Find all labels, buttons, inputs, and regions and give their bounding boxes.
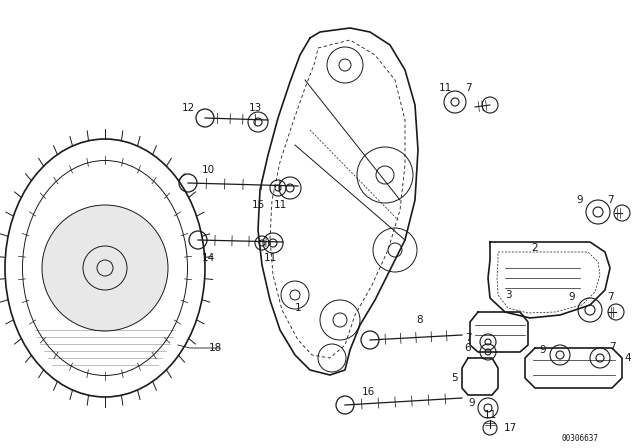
Text: 11: 11 bbox=[264, 253, 276, 263]
Text: 18: 18 bbox=[209, 343, 221, 353]
Text: 00306637: 00306637 bbox=[561, 434, 598, 443]
Text: 7: 7 bbox=[465, 333, 471, 343]
Text: 17: 17 bbox=[504, 423, 516, 433]
Text: 7: 7 bbox=[607, 292, 613, 302]
Circle shape bbox=[42, 205, 168, 331]
Text: 2: 2 bbox=[532, 243, 538, 253]
Text: 9: 9 bbox=[577, 195, 583, 205]
Text: 16: 16 bbox=[362, 387, 374, 397]
Text: 15: 15 bbox=[252, 200, 264, 210]
Text: 11: 11 bbox=[438, 83, 452, 93]
Text: 12: 12 bbox=[181, 103, 195, 113]
Text: 5: 5 bbox=[452, 373, 458, 383]
Text: 7: 7 bbox=[465, 83, 471, 93]
Text: 14: 14 bbox=[202, 253, 214, 263]
Text: 7: 7 bbox=[609, 342, 615, 352]
Text: 8: 8 bbox=[417, 315, 423, 325]
Text: 11: 11 bbox=[273, 200, 287, 210]
Text: 10: 10 bbox=[202, 165, 214, 175]
Text: 3: 3 bbox=[505, 290, 511, 300]
Text: 11: 11 bbox=[483, 410, 497, 420]
Text: 6: 6 bbox=[465, 343, 471, 353]
Text: 4: 4 bbox=[625, 353, 631, 363]
Text: 9: 9 bbox=[468, 398, 476, 408]
Text: 9: 9 bbox=[540, 345, 547, 355]
Text: 13: 13 bbox=[248, 103, 262, 113]
Text: 9: 9 bbox=[569, 292, 575, 302]
Text: 1: 1 bbox=[294, 303, 301, 313]
Text: 7: 7 bbox=[607, 195, 613, 205]
